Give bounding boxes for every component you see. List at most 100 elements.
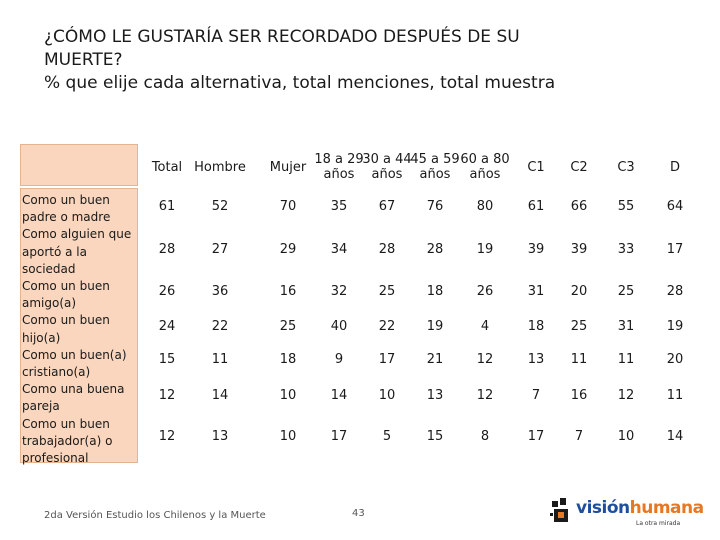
row-label-line: Como un buen (22, 279, 110, 294)
table-cell: 12 (158, 388, 176, 403)
column-header-line1: 45 a 59 (410, 152, 460, 167)
table-cell: 22 (378, 319, 396, 334)
column-header: 60 a 80 años (460, 148, 510, 186)
table-cell: 18 (426, 284, 444, 299)
brand-logo: visiónhumana La otra mirada (550, 496, 704, 530)
column-header: 18 a 29 años (314, 148, 364, 186)
table-cell: 16 (279, 284, 297, 299)
row-label-line: cristiano(a) (22, 365, 91, 380)
row-label-line: sociedad (22, 261, 76, 276)
title-line-2: MUERTE? (44, 50, 123, 70)
table-cell: 31 (527, 284, 545, 299)
logo-tagline: La otra mirada (636, 520, 681, 527)
table-cell: 28 (666, 284, 684, 299)
column-header-line1: 30 a 44 (362, 152, 412, 167)
table-corner-cell (20, 144, 138, 186)
logo-wordmark: visiónhumana (576, 498, 704, 518)
table-cell: 14 (330, 388, 348, 403)
table-cell: 5 (382, 429, 392, 444)
table-cell: 64 (666, 199, 684, 214)
table-cell: 25 (617, 284, 635, 299)
table-cell: 20 (666, 352, 684, 367)
column-header: C1 (516, 148, 556, 186)
table-cell: 25 (570, 319, 588, 334)
row-label-line: trabajador(a) o (22, 433, 113, 448)
table-cell: 55 (617, 199, 635, 214)
row-label-line: hijo(a) (22, 330, 61, 345)
table-cell: 26 (158, 284, 176, 299)
row-label-line: Como un buen(a) (22, 347, 127, 362)
column-header-line1: D (669, 159, 680, 175)
column-header-line1: Hombre (194, 159, 246, 175)
table-cell: 7 (531, 388, 541, 403)
table-cell: 15 (426, 429, 444, 444)
column-header: 45 a 59 años (410, 148, 460, 186)
table-cell: 10 (279, 429, 297, 444)
row-label-line: Como un buen (22, 313, 110, 328)
column-header: Mujer (266, 148, 310, 186)
table-cell: 40 (330, 319, 348, 334)
column-header-line1: 18 a 29 (314, 152, 364, 167)
logo-icon (550, 498, 568, 522)
table-cell: 25 (279, 319, 297, 334)
table-cell: 14 (666, 429, 684, 444)
table-cell: 12 (158, 429, 176, 444)
table-cell: 17 (378, 352, 396, 367)
column-header-line2: años (323, 167, 355, 182)
column-header-line1: 60 a 80 (460, 152, 510, 167)
table-cell: 76 (426, 199, 444, 214)
table-cell: 11 (570, 352, 588, 367)
column-header: Hombre (192, 148, 248, 186)
table-cell: 11 (617, 352, 635, 367)
table-cell: 28 (378, 242, 396, 257)
table-cell: 80 (476, 199, 494, 214)
table-cell: 20 (570, 284, 588, 299)
table-cell: 25 (378, 284, 396, 299)
table-cell: 18 (527, 319, 545, 334)
column-header-line1: Total (151, 159, 183, 175)
table-cell: 13 (527, 352, 545, 367)
table-cell: 24 (158, 319, 176, 334)
column-header-line1: C3 (617, 159, 635, 175)
page-number: 43 (352, 508, 365, 519)
table-cell: 11 (211, 352, 229, 367)
table-cell: 12 (617, 388, 635, 403)
table-cell: 4 (480, 319, 490, 334)
table-cell: 22 (211, 319, 229, 334)
table-cell: 10 (378, 388, 396, 403)
table-cell: 17 (527, 429, 545, 444)
table-cell: 13 (426, 388, 444, 403)
table-cell: 35 (330, 199, 348, 214)
table-cell: 19 (426, 319, 444, 334)
table-cell: 39 (570, 242, 588, 257)
table-cell: 10 (617, 429, 635, 444)
table-cell: 39 (527, 242, 545, 257)
table-cell: 27 (211, 242, 229, 257)
table-cell: 34 (330, 242, 348, 257)
row-label-line: aportó a la (22, 244, 87, 259)
logo-text-part2: humana (629, 498, 704, 518)
column-header-line2: años (371, 167, 403, 182)
title-line-3: % que elije cada alternativa, total menc… (44, 73, 556, 93)
column-header: C3 (606, 148, 646, 186)
column-header: C2 (559, 148, 599, 186)
table-cell: 31 (617, 319, 635, 334)
table-cell: 28 (426, 242, 444, 257)
row-label-line: Como un buen (22, 416, 110, 431)
table-cell: 12 (476, 388, 494, 403)
row-label-line: Como un buen (22, 193, 110, 207)
table-cell: 36 (211, 284, 229, 299)
table-cell: 66 (570, 199, 588, 214)
table-cell: 19 (476, 242, 494, 257)
logo-text-part1: visión (576, 498, 630, 518)
table-cell: 21 (426, 352, 444, 367)
row-label-line: amigo(a) (22, 296, 77, 311)
table-cell: 12 (476, 352, 494, 367)
table-cell: 10 (279, 388, 297, 403)
table-cell: 17 (330, 429, 348, 444)
column-header: D (655, 148, 695, 186)
table-cell: 26 (476, 284, 494, 299)
table-cell: 61 (527, 199, 545, 214)
table-cell: 29 (279, 242, 297, 257)
column-header-line1: Mujer (269, 159, 307, 175)
